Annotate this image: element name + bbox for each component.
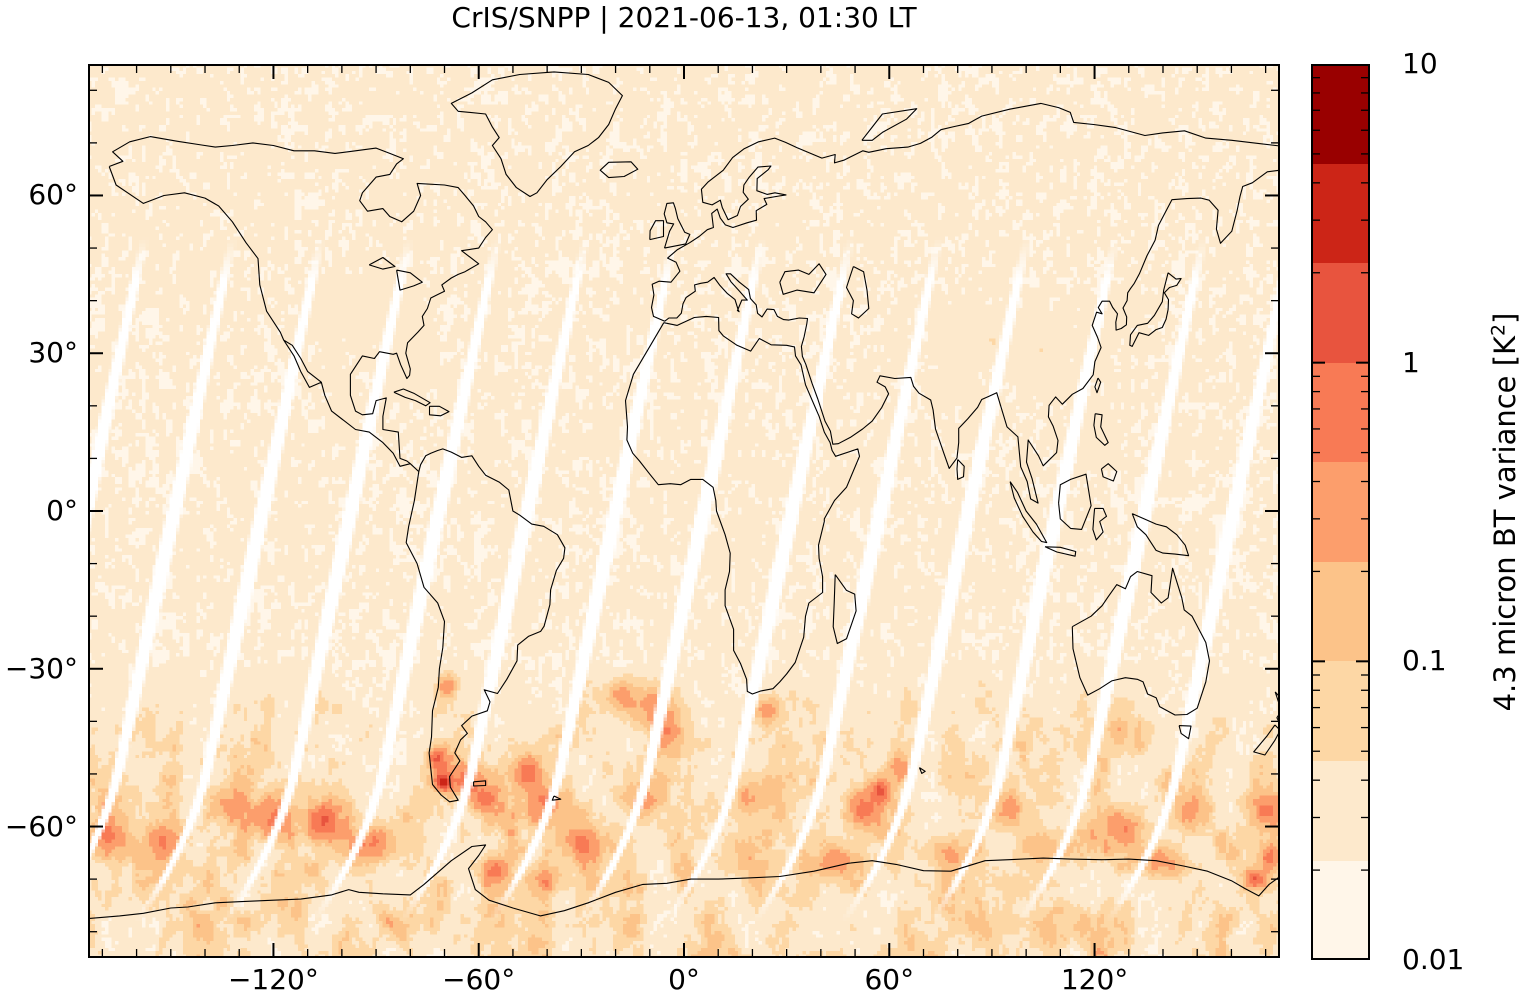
colorbar-axis-label: 4.3 micron BT variance [K2] <box>1488 312 1519 712</box>
colorbar-tick-label: 1 <box>1402 345 1420 379</box>
colorbar-segment <box>1311 163 1370 264</box>
colorbar-tick-label: 10 <box>1402 47 1438 80</box>
colorbar-frame-svg <box>1311 64 1370 960</box>
coastline-svg <box>88 71 1280 920</box>
map-plot-area <box>88 64 1280 958</box>
heatmap-canvas <box>88 64 1280 958</box>
colorbar-tick-label: 0.01 <box>1402 943 1465 976</box>
axis-frame-svg <box>88 64 1280 958</box>
x-axis-tick-label: 0° <box>668 963 700 996</box>
colorbar-segment <box>1311 860 1370 961</box>
colorbar-segment <box>1311 263 1370 363</box>
colorbar-segments <box>1311 64 1370 961</box>
y-axis-tick-label: 0° <box>46 494 78 527</box>
colorbar-label-superscript: 2 <box>1488 323 1510 336</box>
y-axis-tick-label: −30° <box>4 651 78 685</box>
colorbar-segment <box>1311 760 1370 861</box>
colorbar-segment <box>1311 64 1370 164</box>
y-axis-tick-label: 60° <box>28 178 78 212</box>
x-axis-tick-label: −120° <box>227 963 319 996</box>
y-axis-tick-label: −60° <box>4 809 78 843</box>
y-axis-tick-label: 30° <box>28 336 78 370</box>
x-axis-tick-label: 120° <box>1060 963 1129 996</box>
colorbar-segment <box>1311 561 1370 662</box>
colorbar <box>1311 64 1370 961</box>
colorbar-segment <box>1311 462 1370 562</box>
x-axis-tick-label: 60° <box>864 963 915 996</box>
colorbar-segment <box>1311 661 1370 761</box>
x-axis-tick-label: −60° <box>442 963 516 996</box>
plot-title: CrIS/SNPP | 2021-06-13, 01:30 LT <box>451 1 917 34</box>
colorbar-tick-label: 0.1 <box>1402 644 1447 678</box>
colorbar-segment <box>1311 362 1370 463</box>
